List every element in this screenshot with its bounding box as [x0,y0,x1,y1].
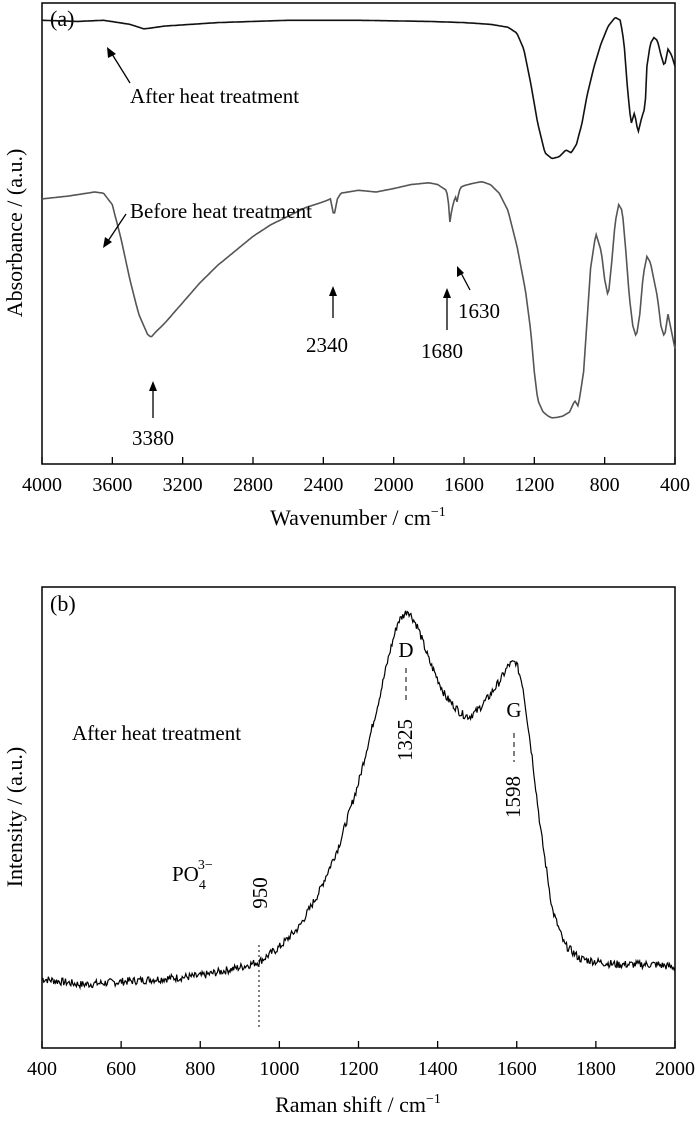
annotation-3380: 3380 [132,381,174,450]
x-tick-label: 1200 [339,1058,379,1080]
annotation-after-a: After heat treatment [107,47,299,108]
x-tick-label: 3200 [163,474,203,496]
x-ticks-a: 4000 3600 3200 2800 2400 2000 1600 1200 800 400 [22,457,690,496]
plot-frame-a [41,2,676,465]
annotation-1630: 1630 [457,266,500,323]
svg-text:2340: 2340 [306,333,348,357]
svg-text:950: 950 [248,877,272,909]
annotation-phosphate: PO43− [172,858,213,893]
panel-b: (b) 400 600 800 1000 1200 1400 1600 1800 2000 Ra… [2,586,695,1117]
x-tick-label: 2400 [303,474,343,496]
svg-text:1598: 1598 [501,776,525,818]
x-tick-label: 400 [27,1058,57,1080]
series-line-raman [41,610,676,991]
svg-text:PO43−: PO43− [172,858,213,893]
svg-text:1325: 1325 [393,719,417,761]
svg-text:3380: 3380 [132,426,174,450]
x-tick-label: 1800 [576,1058,616,1080]
plot-frame-b [41,586,676,1049]
x-tick-label: 600 [106,1058,136,1080]
annotation-d-peak: D 1325 [393,638,417,761]
panel-label-a: (a) [50,6,74,31]
x-axis-label-b: Raman shift / cm−1 [275,1092,441,1117]
x-tick-label: 800 [590,474,620,496]
svg-text:1680: 1680 [421,339,463,363]
annotation-after-b: After heat treatment [72,721,241,745]
svg-text:G: G [506,698,521,722]
y-axis-label-b: Intensity / (a.u.) [2,747,27,888]
x-tick-label: 1400 [418,1058,458,1080]
annotation-1680: 1680 [421,288,463,363]
x-axis-label-a: Wavenumber / cm−1 [270,505,446,530]
x-tick-label: 4000 [22,474,62,496]
series-line-after-heat-treatment-ftir [42,16,676,160]
svg-text:After heat treatment: After heat treatment [130,84,299,108]
x-tick-label: 400 [660,474,690,496]
x-tick-label: 2000 [374,474,414,496]
series-line-before-heat-treatment-ftir [41,180,676,419]
annotation-g-peak: G 1598 [501,698,525,818]
x-tick-label: 2000 [655,1058,695,1080]
panel-label-b: (b) [50,591,76,616]
panel-a: (a) 4000 3600 3200 2800 2400 2000 1600 1200 800 4… [2,2,690,530]
svg-text:1630: 1630 [458,299,500,323]
x-ticks-b: 400 600 800 1000 1200 1400 1600 1800 2000 [27,1041,695,1080]
x-tick-label: 1200 [514,474,554,496]
x-tick-label: 2800 [233,474,273,496]
x-tick-label: 800 [185,1058,215,1080]
x-tick-label: 1600 [497,1058,537,1080]
x-tick-label: 1000 [259,1058,299,1080]
x-tick-label: 1600 [444,474,484,496]
svg-text:Before heat treatment: Before heat treatment [130,199,312,223]
annotation-before-a: Before heat treatment [103,199,312,248]
annotation-2340: 2340 [306,286,348,357]
x-tick-label: 3600 [92,474,132,496]
svg-text:D: D [398,638,413,662]
y-axis-label-a: Absorbance / (a.u.) [2,149,27,318]
annotation-950: 950 [248,877,272,1030]
